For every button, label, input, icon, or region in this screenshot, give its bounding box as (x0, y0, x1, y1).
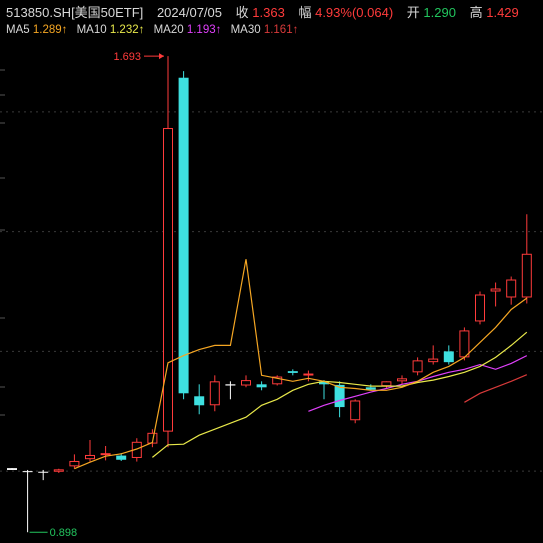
candle-body (381, 381, 392, 387)
max-label: 1.693 (113, 51, 141, 63)
candle-body (209, 381, 220, 406)
security-code: 513850.SH (6, 5, 72, 20)
candle-body (490, 288, 501, 292)
candle-body (53, 469, 64, 472)
candle-body (350, 400, 361, 421)
candle-body (147, 432, 158, 444)
change-label: 幅 (298, 5, 312, 20)
candle-body (7, 468, 17, 470)
candle-body (100, 453, 111, 456)
security-name: [美国50ETF] (71, 5, 144, 20)
ma10-label: MA10 (76, 24, 107, 36)
ma30-value: 1.161↑ (263, 24, 299, 36)
change-value: 4.93%(0.064) (315, 5, 394, 20)
ma30-label: MA30 (230, 24, 261, 36)
ma10-line (152, 331, 528, 458)
ma20-label: MA20 (153, 24, 184, 36)
candle (475, 291, 485, 325)
candle-body (412, 360, 423, 373)
candle (256, 381, 267, 391)
candle-body (38, 471, 49, 473)
candle (365, 384, 376, 391)
candle (147, 429, 158, 448)
ma5-value: 1.289↑ (32, 24, 68, 36)
high-value: 1.429 (486, 5, 519, 20)
max-arrow-head (159, 53, 164, 60)
candle-body (506, 279, 517, 298)
candle-body (428, 358, 439, 363)
candle (412, 357, 423, 376)
candle-body (365, 387, 376, 390)
candle-body (287, 371, 298, 373)
candle (194, 384, 205, 415)
candle (319, 380, 329, 400)
candle-body (163, 128, 173, 432)
candle (287, 369, 298, 376)
quote-header: 513850.SH[美国50ETF] 2024/07/05 收 1.363 幅 … (6, 2, 519, 21)
candle (163, 56, 173, 448)
candle-body (459, 330, 470, 358)
candle (428, 345, 439, 365)
candle-body (397, 378, 407, 382)
candle (303, 370, 314, 382)
high-label: 高 (469, 5, 483, 20)
candle-body (443, 351, 454, 363)
min-label: 0.898 (50, 527, 78, 539)
candle (100, 445, 111, 461)
candle (69, 454, 80, 469)
candle-body (194, 396, 205, 406)
candle (178, 71, 189, 400)
candle (209, 375, 220, 412)
candle-body (303, 373, 314, 376)
candle (116, 453, 127, 461)
candle-body (475, 294, 485, 322)
candle (241, 375, 251, 388)
candle-body (521, 253, 532, 298)
candle-body (241, 380, 251, 386)
candle-body (256, 384, 267, 388)
moving-average-lines (74, 259, 528, 470)
candle-body (334, 384, 345, 408)
candle (38, 469, 49, 481)
candle-body (22, 471, 33, 473)
ma5-label: MA5 (6, 24, 30, 36)
candle-body (272, 376, 283, 385)
close-label: 收 (235, 5, 249, 20)
ma-legend: MA5 1.289↑ MA10 1.232↑ MA20 1.193↑ MA30 … (6, 24, 298, 36)
candle-body (85, 454, 95, 460)
candle-body (116, 455, 127, 460)
ma10-value: 1.232↑ (109, 24, 145, 36)
open-label: 开 (406, 5, 420, 20)
candle-body (319, 381, 329, 385)
candle (490, 282, 501, 307)
candle (225, 381, 236, 400)
candle (521, 214, 532, 304)
candle (22, 469, 33, 533)
candle (53, 468, 64, 473)
candle (443, 345, 454, 365)
close-value: 1.363 (252, 5, 285, 20)
ma30-line (464, 374, 528, 403)
candle (459, 327, 470, 361)
candle (7, 468, 17, 470)
candle-body (178, 77, 189, 394)
open-value: 1.290 (423, 5, 456, 20)
candle (350, 399, 361, 424)
candles (7, 56, 532, 533)
candle-body (69, 460, 80, 467)
candle (85, 440, 95, 462)
quote-date: 2024/07/05 (156, 5, 223, 20)
candle (397, 375, 407, 385)
ma5-line (74, 259, 528, 470)
grid-lines (0, 69, 543, 472)
candle (506, 276, 517, 305)
ma20-value: 1.193↑ (186, 24, 222, 36)
candle-body (225, 384, 236, 386)
candle (272, 375, 283, 386)
annotations: 1.693 0.898 (29, 51, 164, 539)
